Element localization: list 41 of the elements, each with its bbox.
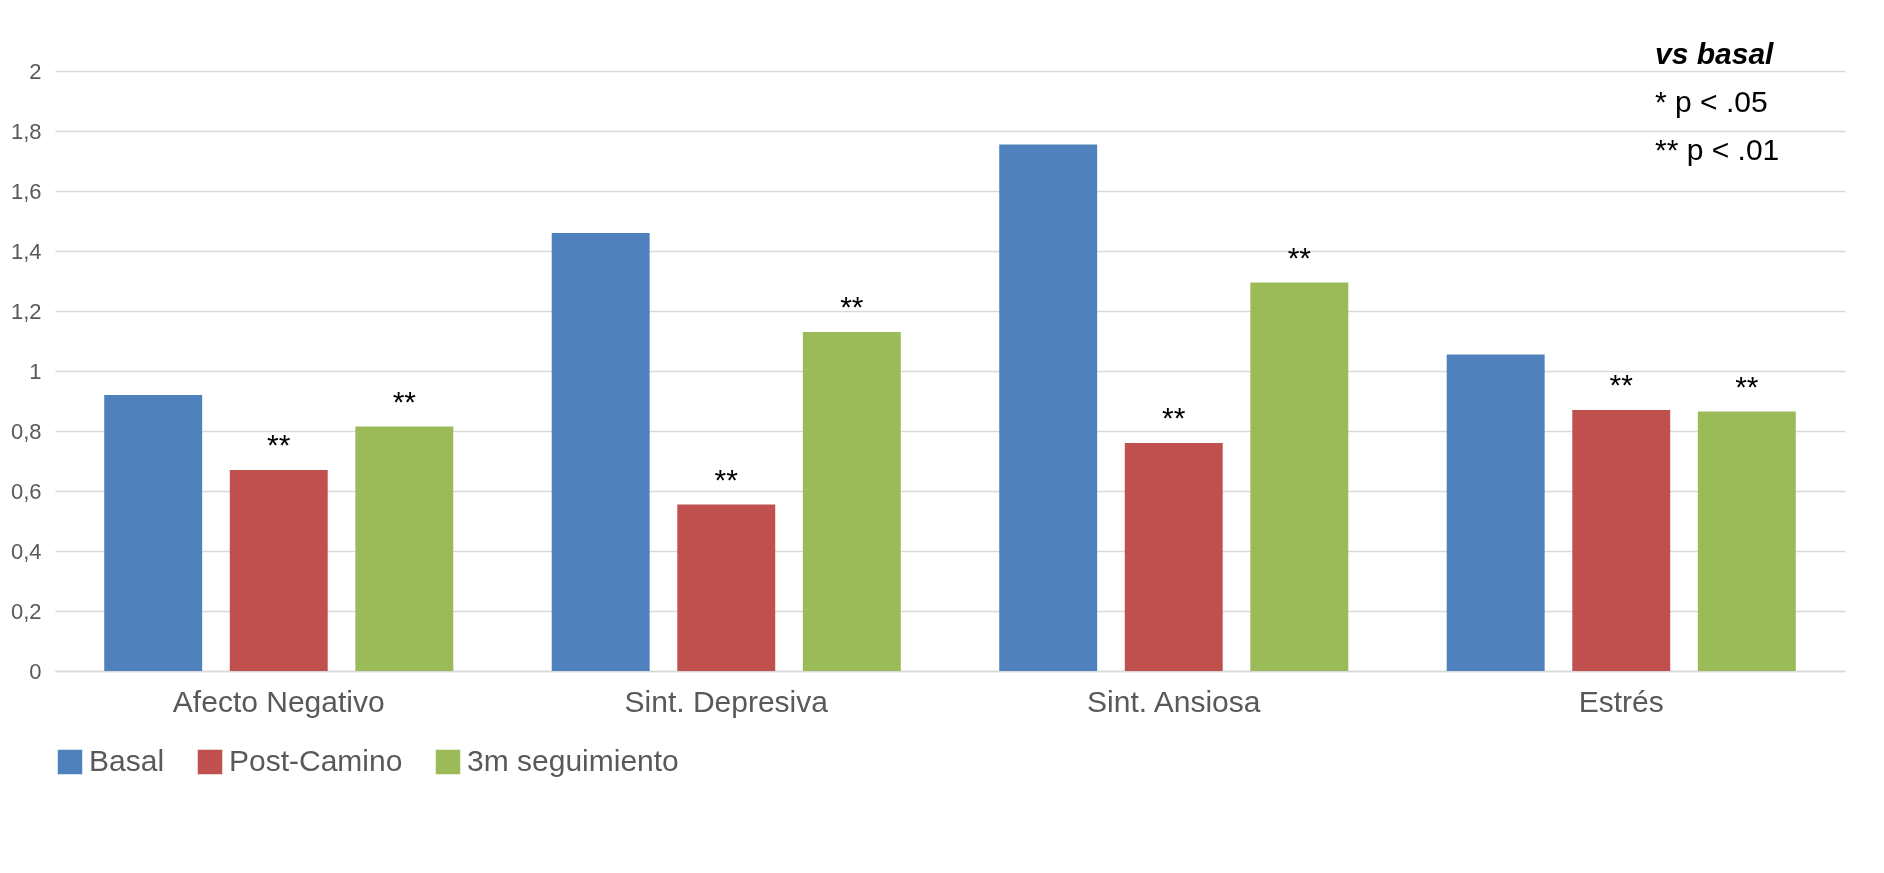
data-label: ** <box>1735 369 1759 403</box>
legend-label: 3m seguimiento <box>467 744 679 777</box>
text: vs basal <box>1655 37 1775 70</box>
annotation: * p < .05 <box>1655 85 1768 118</box>
bar <box>1446 354 1545 671</box>
data-label: ** <box>1287 240 1312 274</box>
y-tick-label: 1 <box>29 358 42 384</box>
bar <box>677 504 776 671</box>
data-label: ** <box>1162 401 1186 434</box>
y-tick-label: 2 <box>29 58 42 84</box>
x-tick-label: Estrés <box>1578 684 1664 718</box>
data-label: ** <box>840 290 864 323</box>
bar <box>1697 411 1796 671</box>
y-tick-label: 0,8 <box>10 418 42 444</box>
annotation: ** p < .01 <box>1655 133 1780 166</box>
bar <box>229 470 328 671</box>
y-tick-label: 0 <box>29 658 42 684</box>
y-tick-label: 1,6 <box>10 178 42 204</box>
legend-label: Basal <box>89 744 165 777</box>
bar <box>802 332 901 671</box>
y-tick-label: 1,4 <box>10 238 42 264</box>
y-tick-label: 0,2 <box>10 598 42 624</box>
data-label: ** <box>267 428 291 461</box>
bar <box>999 144 1098 671</box>
bar <box>355 426 454 671</box>
y-tick-label: 1,8 <box>10 118 42 144</box>
data-label: ** <box>714 462 739 496</box>
y-tick-label: 0,4 <box>10 538 42 564</box>
x-tick-label: Afecto Negativo <box>172 684 385 718</box>
data-label: ** <box>1609 368 1634 401</box>
bar <box>104 395 203 671</box>
bar <box>1250 282 1349 671</box>
legend-label: Post-Camino <box>229 744 403 777</box>
bar <box>1572 410 1671 671</box>
bar <box>551 233 650 671</box>
data-label: ** <box>392 384 417 418</box>
y-tick-label: 0,6 <box>10 478 42 504</box>
x-tick-label: Sint. Ansiosa <box>1087 684 1261 718</box>
y-tick-label: 1,2 <box>10 298 42 324</box>
bar <box>1124 443 1223 671</box>
x-tick-label: Sint. Depresiva <box>624 684 829 718</box>
